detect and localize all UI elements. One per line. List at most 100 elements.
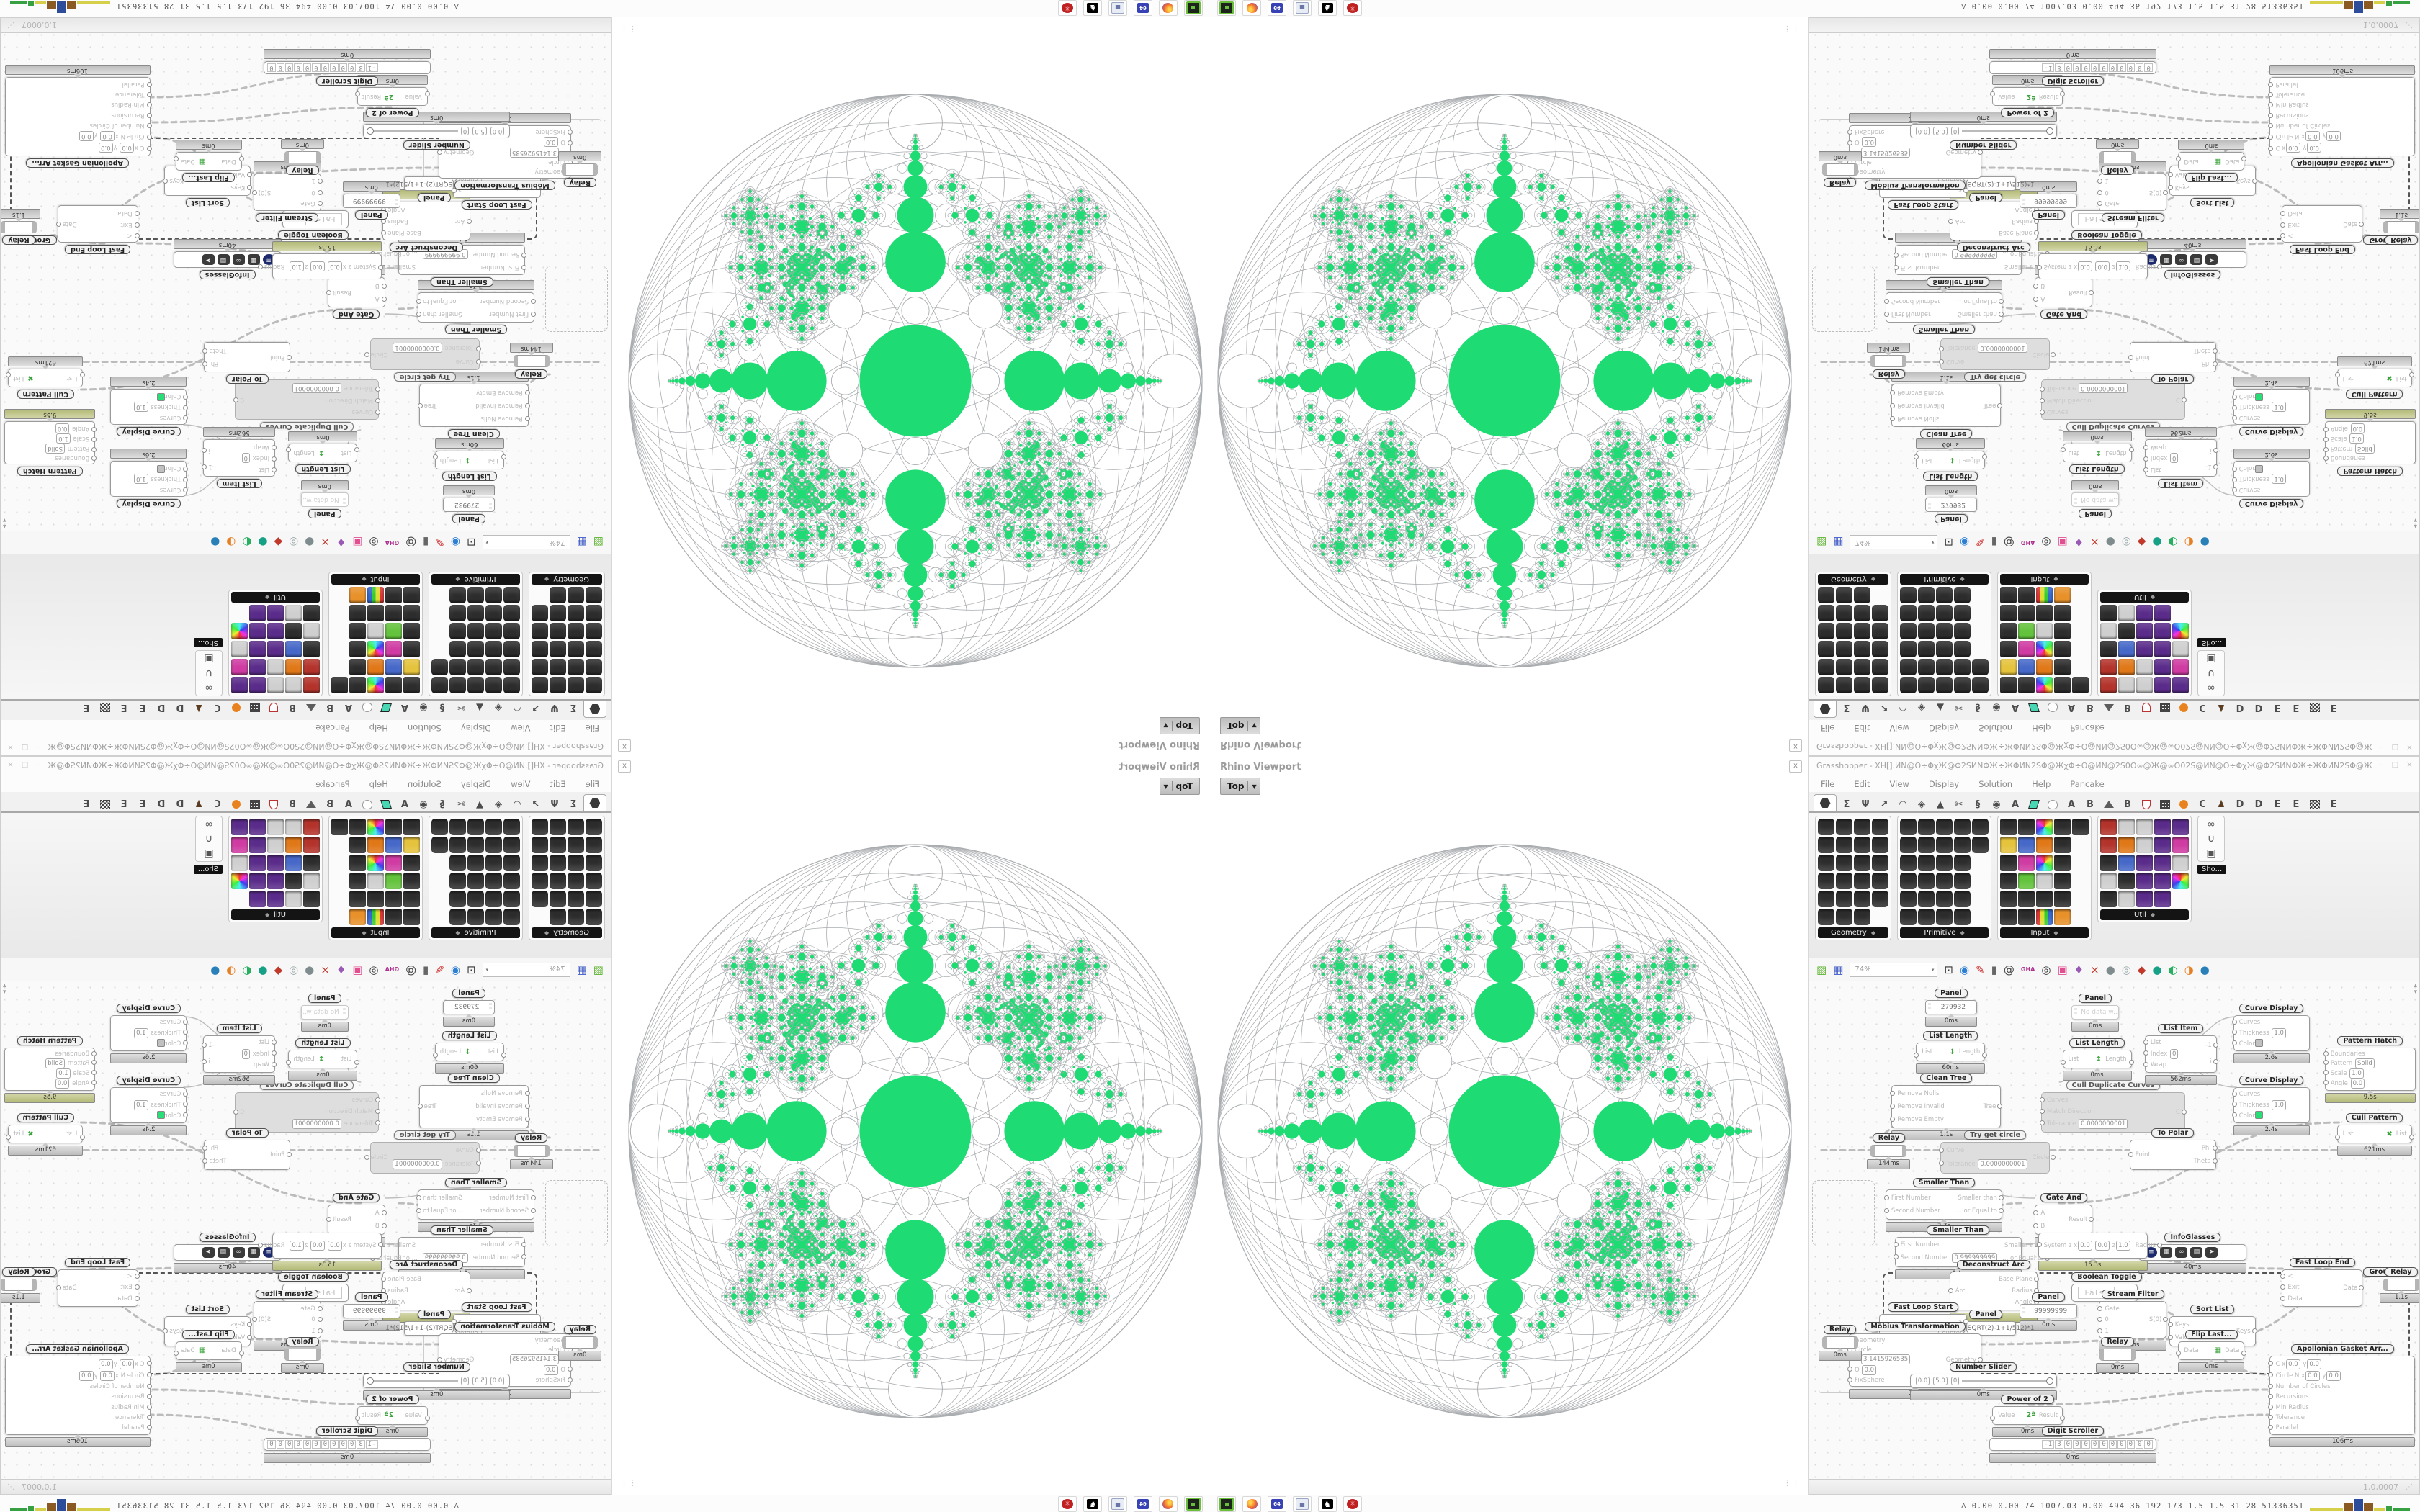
input-port[interactable]: [2323, 1051, 2329, 1056]
component-icon[interactable]: [2172, 641, 2189, 657]
component-icon[interactable]: [2054, 909, 2071, 925]
gh-node-to-polar[interactable]: To Polar Point Phi Theta: [2128, 342, 2218, 384]
gh-node-relay[interactable]: Relay 1.1s: [1, 208, 41, 245]
output-port[interactable]: [55, 1284, 61, 1290]
mini-palette-icon-1[interactable]: ∪: [2208, 667, 2215, 679]
output-port[interactable]: [2181, 1110, 2187, 1115]
menu-item-file[interactable]: File: [1821, 779, 1834, 789]
component-icon[interactable]: [467, 837, 484, 853]
component-icon[interactable]: [249, 677, 266, 693]
input-port[interactable]: [146, 81, 152, 87]
component-icon[interactable]: [2000, 909, 2017, 925]
input-port[interactable]: [2231, 394, 2237, 400]
component-icon[interactable]: [449, 909, 466, 925]
output-port[interactable]: [432, 1052, 438, 1058]
component-icon[interactable]: [2118, 855, 2135, 871]
tab-standard-5[interactable]: ▲: [1932, 701, 1949, 715]
output-port[interactable]: [2089, 1216, 2094, 1222]
input-port[interactable]: [287, 1151, 292, 1157]
input-port[interactable]: [2231, 1112, 2237, 1118]
tab-plugin-8[interactable]: [246, 701, 264, 715]
palette-group-label[interactable]: Input ◆: [331, 927, 420, 938]
component-icon[interactable]: [303, 677, 320, 693]
component-icon[interactable]: [285, 659, 302, 675]
component-icon[interactable]: [2054, 677, 2071, 693]
component-icon[interactable]: [1918, 891, 1935, 907]
gh-node-panel[interactable]: Panel No data w... 0ms: [300, 994, 349, 1032]
input-port[interactable]: [146, 1372, 152, 1377]
component-icon[interactable]: [231, 623, 248, 639]
component-icon[interactable]: [1872, 677, 1888, 693]
palette-group-label[interactable]: Geometry ◆: [1818, 927, 1888, 938]
input-port[interactable]: [91, 1080, 97, 1085]
rings-icon[interactable]: ◎: [2122, 963, 2131, 976]
component-icon[interactable]: [2054, 855, 2071, 871]
component-icon[interactable]: [1854, 855, 1870, 871]
output-port[interactable]: [354, 1416, 360, 1421]
grasshopper-titlebar[interactable]: Grasshopper - XH[].ИN@Ө÷ΦχЖ@Φ2SИNΦЖ÷ЖΦИN…: [1, 757, 611, 775]
input-port[interactable]: [272, 1062, 277, 1068]
tab-plugin-7[interactable]: [265, 797, 282, 811]
output-port[interactable]: [233, 397, 239, 402]
component-icon[interactable]: [2054, 605, 2071, 621]
component-icon[interactable]: [303, 605, 320, 621]
component-icon[interactable]: [503, 641, 520, 657]
gh-node-panel[interactable]: Panel 279932 0ms: [1924, 989, 1977, 1027]
component-icon[interactable]: [249, 891, 266, 907]
input-port[interactable]: [1948, 219, 1953, 225]
calculator-icon[interactable]: ▦: [1108, 0, 1127, 16]
component-icon[interactable]: [1900, 659, 1917, 675]
component-icon[interactable]: [449, 837, 466, 853]
gh-node-panel[interactable]: Panel 279932 0ms: [443, 485, 496, 523]
component-icon[interactable]: [2154, 837, 2171, 853]
component-icon[interactable]: [2018, 623, 2035, 639]
color-swatch[interactable]: [157, 464, 166, 473]
output-port[interactable]: [1982, 1052, 1988, 1058]
gha-installer-icon[interactable]: GHA: [385, 536, 399, 549]
tab-standard-4[interactable]: ◈: [490, 701, 507, 715]
component-icon[interactable]: [1836, 623, 1852, 639]
input-port[interactable]: [524, 416, 530, 422]
component-icon[interactable]: [1900, 873, 1917, 889]
component-icon[interactable]: [303, 641, 320, 657]
blue-sphere-icon[interactable]: ●: [2200, 536, 2210, 549]
find-window-icon[interactable]: ◎: [369, 963, 379, 976]
component-icon[interactable]: [349, 819, 366, 835]
component-icon[interactable]: [1854, 873, 1870, 889]
component-icon[interactable]: [2054, 623, 2071, 639]
component-icon[interactable]: [550, 855, 566, 871]
output-port[interactable]: [364, 1155, 369, 1161]
input-port[interactable]: [183, 415, 189, 420]
gh-node-panel[interactable]: Panel No data w... 0ms: [2071, 994, 2120, 1032]
apollonian-gasket-canvas[interactable]: [1210, 756, 1808, 1495]
input-port[interactable]: [2039, 397, 2045, 403]
component-icon[interactable]: [467, 623, 484, 639]
menu-item-solution[interactable]: Solution: [1978, 779, 2012, 789]
output-port[interactable]: [2128, 447, 2134, 453]
input-port[interactable]: [375, 1097, 381, 1103]
input-port[interactable]: [2323, 1070, 2329, 1075]
input-port[interactable]: [272, 444, 277, 450]
gh-node-digit-scroller[interactable]: Digit Scroller -1 3 0 0 0 0 0 0 0 0 0 0 0ms: [264, 48, 431, 86]
menu-item-display[interactable]: Display: [1929, 779, 1959, 789]
palette-group-label[interactable]: Geometry ◆: [1818, 574, 1888, 585]
input-port[interactable]: [183, 477, 189, 483]
input-port[interactable]: [91, 1051, 97, 1056]
component-icon[interactable]: [2100, 837, 2117, 853]
mini-palette-icon-1[interactable]: ∪: [205, 667, 212, 679]
input-port[interactable]: [1939, 1148, 1945, 1153]
component-icon[interactable]: [267, 605, 284, 621]
input-port[interactable]: [1883, 1194, 1889, 1200]
component-icon[interactable]: [431, 819, 448, 835]
component-icon[interactable]: [2154, 659, 2171, 675]
input-port[interactable]: [2143, 444, 2148, 450]
output-port[interactable]: [6, 1134, 12, 1140]
component-icon[interactable]: [550, 909, 566, 925]
tab-plugin-8[interactable]: [2156, 701, 2174, 715]
gh-node-list-length[interactable]: List Length List ↕ Length 60ms: [432, 438, 506, 481]
mini-palette-icon-2[interactable]: ▣: [2206, 653, 2215, 665]
component-icon[interactable]: [1954, 819, 1971, 835]
component-icon[interactable]: [532, 605, 548, 621]
